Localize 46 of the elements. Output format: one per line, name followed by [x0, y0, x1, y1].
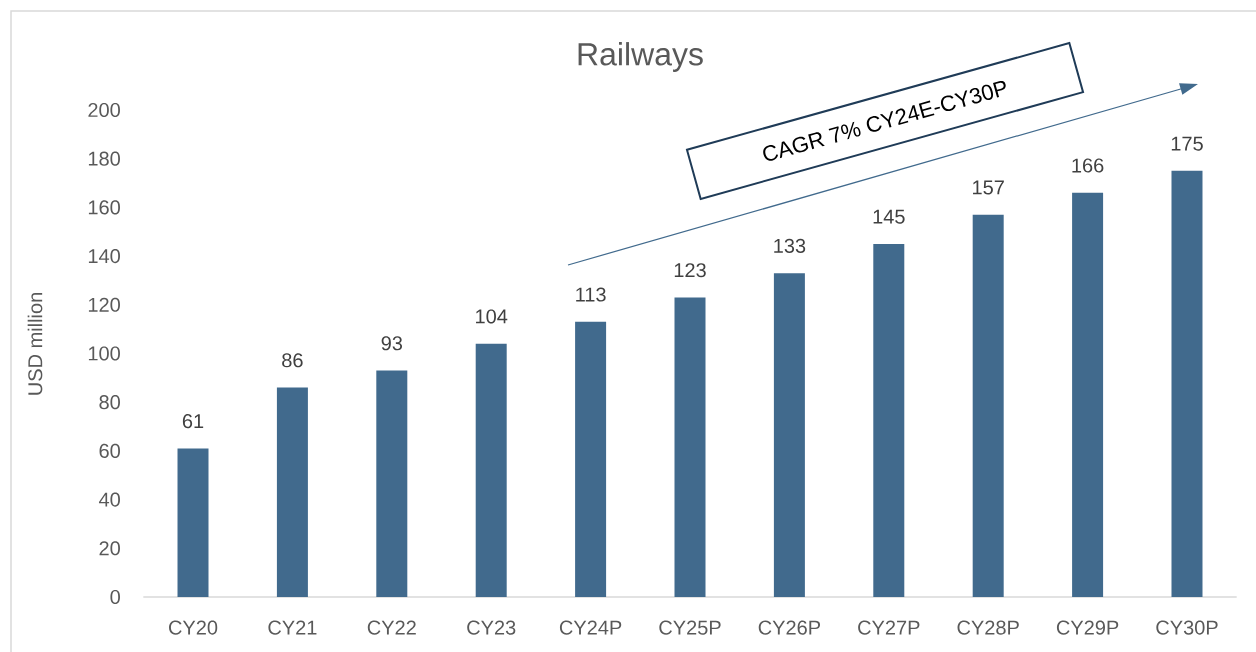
bar — [376, 370, 408, 597]
x-tick-label: CY20 — [169, 620, 218, 635]
x-tick-label: CY27P — [858, 620, 920, 635]
data-label: 157 — [973, 180, 1004, 195]
y-tick-label: 100 — [88, 346, 120, 361]
data-label: 104 — [476, 309, 508, 324]
data-label: 175 — [1171, 136, 1203, 151]
y-tick-label: 140 — [88, 249, 120, 264]
data-label: 166 — [1072, 158, 1104, 173]
y-tick-label: 80 — [99, 395, 120, 410]
bar — [1072, 192, 1104, 597]
y-tick-label: 200 — [88, 102, 120, 118]
x-tick-label: CY30P — [1156, 620, 1218, 635]
y-tick-label: 0 — [110, 589, 120, 605]
y-tick-label: 60 — [99, 443, 120, 458]
bar — [276, 387, 308, 597]
bar — [873, 243, 905, 597]
bar — [1171, 170, 1203, 597]
data-label: 113 — [576, 287, 606, 302]
y-tick-label: 160 — [88, 200, 120, 215]
data-label: 93 — [381, 336, 403, 351]
x-tick-label: CY29P — [1056, 620, 1119, 635]
y-tick-label: 20 — [99, 541, 120, 556]
data-label: 123 — [674, 263, 706, 278]
x-tick-label: CY25P — [659, 620, 721, 635]
y-tick-label: 40 — [98, 492, 120, 507]
data-label: 133 — [774, 238, 806, 253]
bar — [177, 448, 209, 597]
bar — [575, 321, 607, 597]
y-tick-label: 180 — [88, 151, 120, 166]
y-tick-label: 120 — [88, 297, 120, 312]
x-tick-label: CY28P — [957, 620, 1019, 635]
bar — [475, 343, 507, 597]
bar — [773, 273, 805, 597]
y-axis-title: USD million — [27, 293, 43, 395]
bar — [674, 297, 706, 597]
data-label: 61 — [182, 414, 204, 429]
bar — [972, 214, 1004, 597]
x-tick-label: CY26P — [758, 620, 821, 635]
x-tick-label: CY23 — [467, 620, 516, 635]
x-tick-label: CY24P — [559, 620, 622, 635]
data-label: 145 — [873, 209, 905, 224]
chart-title: Railways — [578, 42, 703, 72]
x-tick-label: CY22 — [367, 620, 416, 635]
x-tick-label: CY21 — [268, 620, 317, 635]
data-label: 86 — [282, 353, 303, 368]
